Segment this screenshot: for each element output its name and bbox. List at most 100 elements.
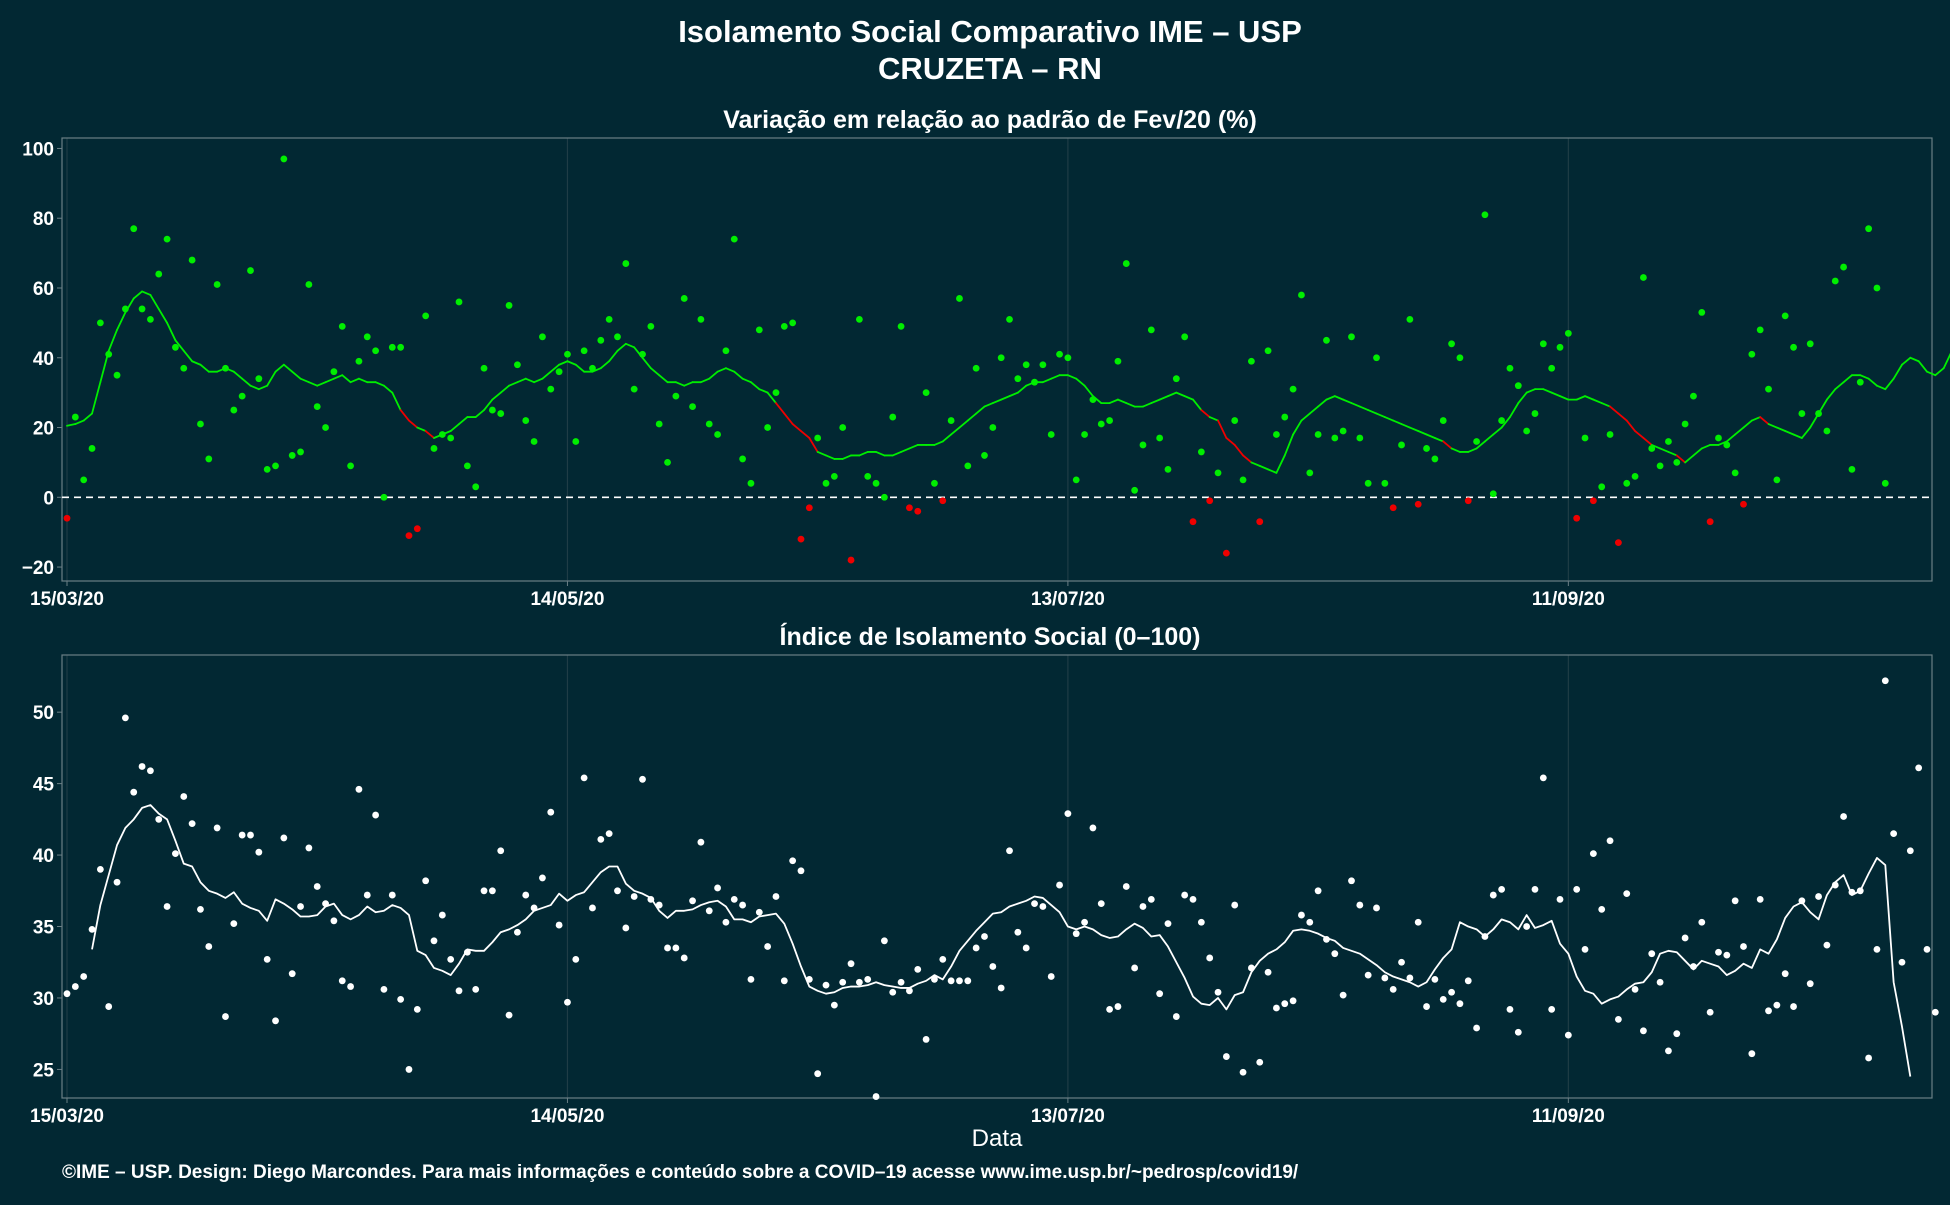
moving-average-segment [716,367,727,373]
moving-average-segment [1217,419,1228,439]
moving-average-segment [282,363,294,373]
data-point [488,406,496,414]
data-point [1806,340,1814,348]
data-point [1706,1008,1714,1016]
data-point [113,371,121,379]
data-point [1056,350,1063,358]
data-point [405,1066,413,1073]
moving-average-segment [1650,444,1661,450]
data-point [1256,1058,1264,1066]
data-point [1715,434,1722,442]
data-point [1906,847,1914,855]
data-point [780,977,788,985]
data-point [130,788,138,796]
moving-average-segment [1333,395,1345,401]
moving-average-segment [1083,384,1094,398]
moving-average-segment [1342,398,1353,405]
data-point [622,924,630,932]
data-point [1114,1003,1122,1010]
data-point [1047,431,1055,438]
moving-average-segment [683,381,694,387]
data-point [814,434,822,442]
data-point [1823,941,1831,949]
moving-average-segment [825,454,836,460]
data-point [1539,774,1547,782]
data-point [964,977,972,985]
data-point [739,455,747,463]
x-tick-label: 11/09/20 [1532,1106,1605,1127]
moving-average-segment [1408,426,1420,432]
moving-average-segment [599,360,611,370]
moving-average-segment [1675,454,1687,464]
moving-average-segment [1066,374,1078,380]
data-point [1665,1047,1672,1055]
data-point [906,504,913,512]
data-point [488,887,496,895]
data-point [689,403,696,410]
moving-average-segment [1283,433,1294,457]
data-point [422,312,430,320]
data-point [1097,900,1105,908]
data-point [1781,312,1789,320]
x-tick-label: 15/03/20 [30,589,104,610]
data-point [1865,1054,1873,1062]
moving-average-segment [624,342,636,349]
data-point [480,364,488,372]
data-point [1556,895,1564,903]
moving-average-segment [1884,377,1895,391]
moving-average-segment [508,381,519,387]
moving-average-segment [249,384,260,391]
moving-average-segment [391,391,402,411]
data-point [1840,813,1847,820]
data-point [397,343,405,351]
data-point [555,921,563,929]
data-point [764,943,772,950]
moving-average-segment [1901,356,1912,366]
moving-average-segment [1542,388,1553,394]
moving-average-segment [1634,430,1645,439]
moving-average-segment [1325,395,1336,401]
data-point [1523,427,1531,435]
data-point [1339,991,1347,999]
x-tick-label: 11/09/20 [1532,589,1605,610]
chart-title-line2: CRUZETA – RN [878,51,1102,86]
data-point [1331,950,1339,958]
data-point [597,336,605,344]
moving-average-segment [1742,419,1753,429]
data-point [664,459,671,466]
data-point [855,315,863,323]
data-point [922,1036,930,1043]
data-point [205,943,213,950]
data-point [230,920,238,928]
moving-average-segment [1392,419,1403,425]
x-tick-label: 13/07/20 [1031,589,1105,610]
data-point [497,410,505,417]
moving-average-segment [1917,360,1928,373]
x-tick-label: 14/05/20 [530,589,604,610]
moving-average-segment [975,405,986,415]
data-point [539,333,546,341]
data-point [372,811,380,819]
moving-average-segment [1842,374,1853,384]
data-point [430,445,438,452]
moving-average-segment [1926,370,1937,377]
data-point [547,385,555,393]
data-point [297,448,304,456]
moving-average-segment [1717,440,1728,446]
data-point [1489,891,1497,899]
moving-average-segment [291,370,302,380]
moving-average-segment [1684,454,1695,464]
footer-credit: ©IME – USP. Design: Diego Marcondes. Par… [62,1162,1299,1183]
moving-average-segment [1142,402,1153,408]
data-point [1506,364,1514,372]
data-point [1364,971,1372,979]
moving-average-segment [491,391,502,401]
data-point [1923,945,1931,953]
moving-average-segment [1300,412,1311,422]
data-point [1281,1000,1289,1008]
moving-average-segment [541,370,552,380]
data-point [472,483,480,491]
data-point [147,315,154,323]
moving-average-segment [299,377,310,384]
data-point [238,392,246,400]
